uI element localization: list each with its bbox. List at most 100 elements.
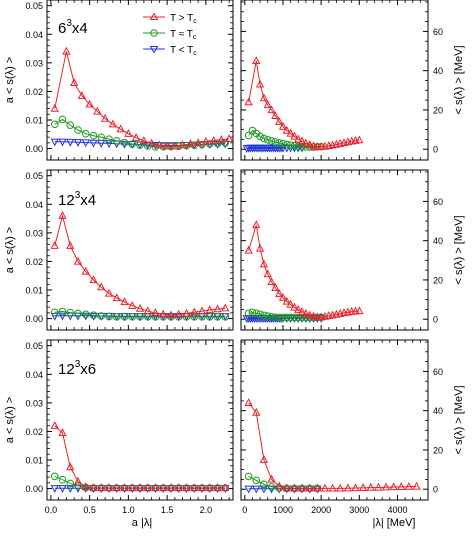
legend-text-near: T ≈ Tc (170, 29, 197, 41)
data-point (105, 312, 113, 321)
data-point (66, 312, 75, 321)
data-point (290, 131, 299, 140)
x-tick-label: 3000 (349, 505, 369, 515)
data-point (244, 309, 253, 318)
data-point (412, 481, 421, 490)
data-point (221, 483, 230, 492)
data-point (309, 141, 318, 150)
data-point (159, 143, 168, 151)
series-near-panel-1 (50, 115, 230, 151)
data-point (193, 138, 203, 146)
data-point (112, 137, 121, 145)
data-point (286, 313, 295, 322)
data-point (256, 132, 264, 141)
data-point (97, 485, 106, 493)
data-point (50, 103, 59, 112)
legend: T > Tc T ≈ Tc T < Tc (143, 12, 197, 57)
data-point (50, 138, 59, 147)
y-tick-label: 0.01 (25, 116, 43, 126)
data-point (278, 292, 288, 301)
y-tick-label: 0 (433, 315, 438, 325)
data-point (104, 483, 114, 492)
data-point (116, 124, 125, 133)
data-point (50, 120, 59, 129)
data-point (267, 277, 276, 286)
series-above-panel-1 (50, 46, 234, 150)
data-point (343, 483, 352, 492)
data-point (58, 428, 67, 436)
data-point (151, 313, 160, 321)
legend-marker-above (149, 12, 159, 20)
data-point (279, 313, 287, 322)
data-point (275, 288, 284, 297)
data-point (217, 135, 226, 143)
data-point (190, 307, 199, 316)
data-point (190, 313, 199, 321)
data-point (263, 312, 272, 320)
data-point (252, 56, 261, 64)
y-tick-label: 0.05 (25, 341, 43, 351)
data-point (374, 482, 383, 491)
data-point (282, 485, 291, 494)
data-point (155, 140, 164, 149)
data-point (355, 135, 364, 144)
data-point (366, 482, 375, 491)
data-point (301, 309, 311, 317)
y-tick-label: 0.02 (25, 427, 43, 437)
data-point (58, 307, 67, 316)
data-point (244, 472, 253, 481)
data-point (159, 309, 168, 318)
data-point (50, 312, 59, 321)
data-point (89, 485, 98, 493)
data-point (282, 140, 291, 149)
panel-frame (240, 169, 429, 331)
data-point (282, 313, 291, 322)
data-point (297, 307, 307, 315)
data-point (305, 140, 314, 149)
data-point (93, 106, 102, 115)
y-axis-title-left-1: a < s(λ) > (4, 57, 16, 103)
data-point (305, 485, 314, 494)
data-point (162, 141, 172, 150)
data-point (336, 483, 345, 492)
y-tick-label: 0.04 (25, 200, 43, 210)
axes-panel-2: 0 20 40 60 (241, 0, 443, 160)
data-point (182, 485, 191, 493)
data-point (278, 121, 288, 130)
data-point (205, 483, 214, 492)
data-point (221, 140, 230, 149)
data-point (213, 483, 222, 492)
y-tick-label: 0.03 (25, 228, 43, 238)
x-tick-label: 0.0 (45, 505, 58, 515)
data-point (120, 485, 129, 493)
legend-marker-below (149, 46, 159, 54)
data-point (81, 139, 90, 148)
y-axis-title-right-1: < s(λ) > [MeV] (453, 45, 465, 114)
data-point (205, 485, 214, 493)
data-point (50, 308, 59, 317)
series-line (54, 425, 226, 489)
data-point (50, 485, 59, 493)
data-point (128, 313, 137, 321)
data-point (290, 483, 299, 492)
panel-frame (240, 0, 429, 161)
data-point (290, 313, 299, 322)
data-point (294, 313, 303, 322)
data-point (252, 485, 261, 494)
data-point (120, 313, 129, 321)
data-point (58, 115, 67, 124)
axes-panel-3: 0.00 0.01 0.02 0.03 0.04 0.05 (25, 170, 233, 330)
data-point (120, 140, 129, 149)
data-point (135, 485, 145, 493)
data-point (275, 139, 283, 147)
series-above-panel-5 (50, 421, 230, 492)
data-point (328, 483, 337, 492)
data-point (320, 483, 330, 492)
data-point (97, 483, 106, 492)
data-point (294, 134, 303, 143)
data-point (260, 480, 268, 489)
y-axis-title-right-2: < s(λ) > [MeV] (453, 215, 465, 284)
data-point (182, 483, 191, 492)
data-point (252, 476, 261, 485)
data-point (244, 131, 253, 140)
